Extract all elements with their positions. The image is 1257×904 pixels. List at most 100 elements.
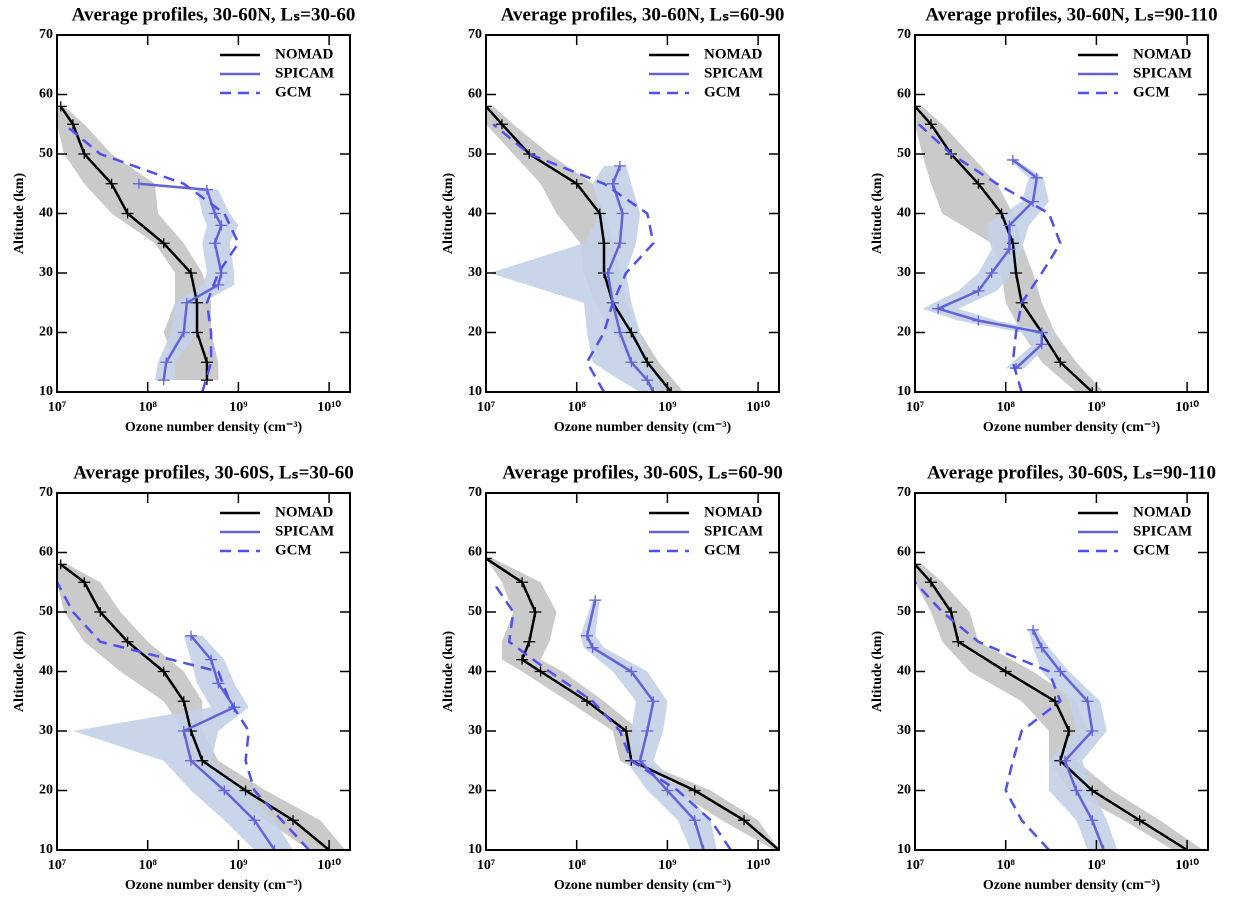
y-tick-label: 20 <box>39 783 53 798</box>
legend-label: GCM <box>275 542 312 558</box>
legend-label: SPICAM <box>275 65 334 81</box>
point-marker <box>57 101 67 112</box>
legend-label: SPICAM <box>1133 65 1192 81</box>
panel: 10⁷ 10⁸ 10⁹ 10¹⁰ 10 20 30 40 50 60 70 Average profi… <box>870 4 1217 435</box>
y-tick-label: 30 <box>897 723 911 738</box>
y-tick-label: 50 <box>468 604 482 619</box>
point-marker <box>200 375 213 386</box>
point-marker <box>184 630 197 641</box>
uncertainty-band <box>72 635 294 850</box>
y-tick-label: 60 <box>468 87 482 102</box>
point-marker <box>239 785 252 796</box>
x-tick-label: 10⁹ <box>229 858 247 873</box>
point-marker <box>200 357 213 368</box>
plot-area <box>915 101 1104 392</box>
profile-line <box>585 599 705 850</box>
y-tick-label: 10 <box>468 842 482 857</box>
y-tick-label: 70 <box>468 485 482 500</box>
point-marker <box>589 595 602 606</box>
point-marker <box>1086 815 1099 826</box>
y-axis-label: Altitude (km) <box>870 173 885 255</box>
profile-line <box>917 123 1062 392</box>
y-tick-label: 10 <box>897 384 911 399</box>
point-marker <box>157 666 170 677</box>
panel: 10⁷ 10⁸ 10⁹ 10¹⁰ 10 20 30 40 50 60 70 Average profi… <box>441 462 783 893</box>
point-marker <box>1006 154 1019 165</box>
point-marker <box>606 178 619 189</box>
point-marker <box>620 726 633 736</box>
point-marker <box>180 297 193 308</box>
legend-label: SPICAM <box>704 523 763 539</box>
legend-label: GCM <box>704 84 741 100</box>
point-marker <box>999 666 1012 677</box>
point-marker <box>641 726 654 736</box>
y-tick-label: 70 <box>39 27 53 42</box>
point-marker <box>1030 172 1043 183</box>
y-tick-label: 20 <box>897 783 911 798</box>
y-axis-label: Altitude (km) <box>12 631 27 713</box>
plot-area <box>915 559 1204 850</box>
x-tick-label: 10⁷ <box>906 858 924 873</box>
point-marker <box>616 208 629 219</box>
point-marker <box>581 696 594 707</box>
x-tick-label: 10⁷ <box>48 858 66 873</box>
y-axis-label: Altitude (km) <box>12 173 27 255</box>
y-tick-label: 30 <box>468 723 482 738</box>
point-marker <box>1086 785 1099 796</box>
point-marker <box>215 220 228 231</box>
point-marker <box>160 357 173 368</box>
point-marker <box>1058 755 1071 766</box>
plot-area <box>57 101 240 392</box>
y-tick-label: 60 <box>897 545 911 560</box>
point-marker <box>634 755 647 766</box>
point-marker <box>1133 815 1146 826</box>
point-marker <box>516 577 529 588</box>
point-marker <box>523 149 536 159</box>
point-marker <box>995 208 1008 219</box>
panel: 10⁷ 10⁸ 10⁹ 10¹⁰ 10 20 30 40 50 60 70 Average profi… <box>12 462 354 893</box>
point-marker <box>598 238 611 249</box>
point-marker <box>688 785 701 796</box>
point-marker <box>196 755 209 766</box>
y-tick-label: 10 <box>468 384 482 399</box>
point-marker <box>184 268 197 278</box>
point-marker <box>738 815 751 826</box>
point-marker <box>1081 696 1094 707</box>
chart-title: Average profiles, 30-60S, Lₛ=30-60 <box>73 462 354 483</box>
profile-line <box>486 557 779 850</box>
x-tick-label: 10⁸ <box>997 858 1015 873</box>
legend-label: SPICAM <box>275 523 334 539</box>
y-tick-label: 30 <box>39 723 53 738</box>
x-tick-label: 10¹⁰ <box>746 400 770 415</box>
y-tick-label: 70 <box>468 27 482 42</box>
x-axis-label: Ozone number density (cm⁻³) <box>554 420 732 435</box>
y-tick-label: 40 <box>39 206 53 221</box>
chart-title: Average profiles, 30-60N, Lₛ=90-110 <box>925 4 1217 25</box>
plot-area <box>57 559 346 850</box>
x-tick-label: 10⁸ <box>568 858 586 873</box>
x-tick-label: 10⁸ <box>568 400 586 415</box>
point-marker <box>132 178 145 189</box>
y-tick-label: 40 <box>897 664 911 679</box>
point-marker <box>665 387 678 392</box>
y-tick-label: 10 <box>39 384 53 399</box>
point-marker <box>1010 268 1023 278</box>
point-marker <box>157 375 170 386</box>
point-marker <box>486 101 492 112</box>
y-tick-label: 40 <box>897 206 911 221</box>
y-tick-label: 50 <box>897 146 911 161</box>
point-marker <box>972 285 985 296</box>
x-axis-label: Ozone number density (cm⁻³) <box>983 420 1161 435</box>
profile-line <box>63 123 240 392</box>
uncertainty-band <box>133 183 239 381</box>
point-marker <box>212 678 225 689</box>
point-marker <box>1086 387 1099 392</box>
point-marker <box>972 315 985 326</box>
legend-label: NOMAD <box>275 46 333 62</box>
legend-label: NOMAD <box>704 46 762 62</box>
point-marker <box>613 160 626 171</box>
x-tick-label: 10¹⁰ <box>317 400 341 415</box>
legend-label: GCM <box>704 542 741 558</box>
point-marker <box>1070 785 1083 796</box>
point-marker <box>495 119 508 130</box>
